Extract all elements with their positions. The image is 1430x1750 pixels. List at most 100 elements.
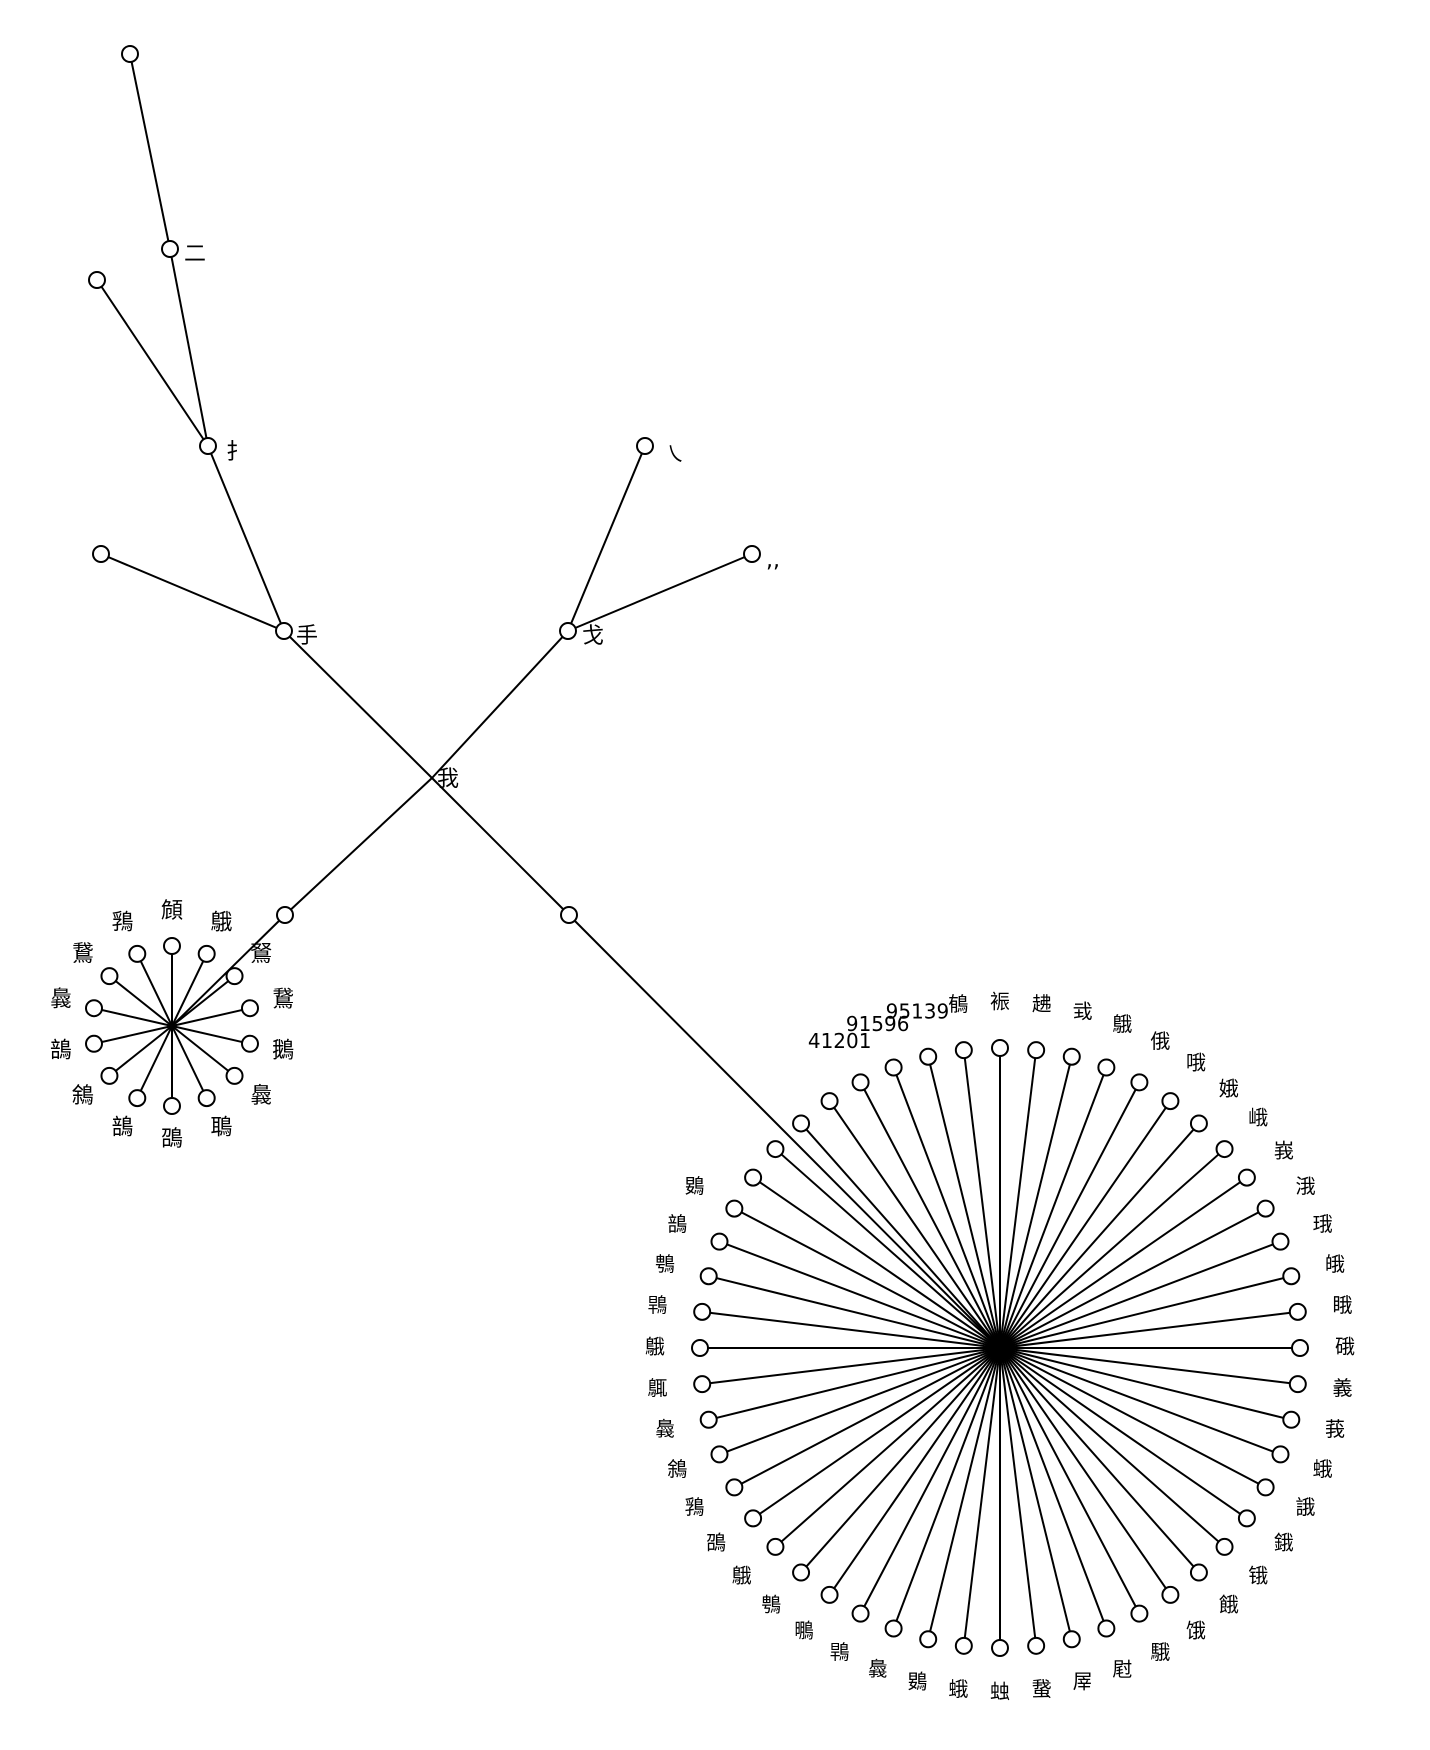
label-er: 二 xyxy=(184,242,206,267)
tree-edge xyxy=(96,279,209,447)
right-cluster-spoke xyxy=(999,1275,1292,1349)
right-cluster-leaf-node xyxy=(1256,1478,1275,1497)
right-cluster-spoke xyxy=(828,1100,1001,1349)
right-cluster-leaf-label: 睋 xyxy=(1332,1293,1352,1317)
right-cluster-spoke xyxy=(859,1347,1001,1615)
left-cluster-leaf-node xyxy=(197,944,216,963)
right-cluster-spoke xyxy=(999,1100,1172,1349)
left-cluster-leaf-node xyxy=(128,1089,147,1108)
right-cluster-leaf-label: 䳗 xyxy=(655,1417,675,1441)
right-cluster-leaf-label: 䳛 xyxy=(907,1669,927,1693)
right-cluster-spoke xyxy=(708,1275,1001,1349)
left-cluster-leaf-node xyxy=(225,1066,244,1085)
right-cluster-leaf-node xyxy=(766,1537,785,1556)
right-cluster-spoke xyxy=(999,1347,1226,1548)
node-shou xyxy=(275,622,293,640)
right-cluster-spoke xyxy=(999,1347,1292,1421)
left-cluster-leaf-label: 鵞 xyxy=(272,988,294,1013)
right-cluster-leaf-label: 95139 xyxy=(886,1000,950,1024)
tree-edge xyxy=(568,914,1001,1349)
right-cluster-leaf-node xyxy=(725,1199,744,1218)
left-cluster-leaf-label: 䳜 xyxy=(72,1084,94,1109)
right-cluster-spoke xyxy=(927,1056,1001,1349)
right-cluster-leaf-node xyxy=(1215,1537,1234,1556)
right-cluster-leaf-node xyxy=(919,1047,938,1066)
right-cluster-leaf-label: 䳂 xyxy=(706,1530,726,1554)
right-cluster-leaf-node xyxy=(991,1639,1009,1657)
right-cluster-leaf-label: 䳜 xyxy=(667,1457,687,1481)
right-cluster-leaf-node xyxy=(1288,1375,1307,1394)
right-cluster-spoke xyxy=(999,1176,1248,1349)
right-cluster-leaf-node xyxy=(1215,1140,1234,1159)
left-cluster-spoke xyxy=(171,1025,251,1045)
right-cluster-leaf-label: 䳘 xyxy=(645,1335,665,1359)
right-cluster-leaf-label: 䳟 xyxy=(794,1618,814,1642)
right-cluster-leaf-node xyxy=(1282,1267,1301,1286)
right-cluster-spoke xyxy=(999,1310,1298,1349)
right-cluster-spoke xyxy=(859,1081,1001,1349)
tree-edge xyxy=(284,777,433,916)
right-cluster-spoke xyxy=(702,1347,1001,1386)
label-ge-leaf1: ㇏ xyxy=(664,443,686,468)
left-cluster-leaf-label: 䳗 xyxy=(250,1084,272,1109)
right-cluster-spoke xyxy=(800,1122,1001,1349)
right-cluster-leaf-node xyxy=(710,1445,729,1464)
label-shou: 手 xyxy=(296,624,318,649)
tree-edge xyxy=(567,553,753,632)
right-cluster-spoke xyxy=(999,1347,1172,1596)
left-cluster-leaf-node xyxy=(163,1097,181,1115)
right-cluster-leaf-node xyxy=(1282,1410,1301,1429)
right-cluster-spoke xyxy=(752,1347,1001,1520)
left-cluster-leaf-label: 䳘 xyxy=(210,910,232,935)
right-cluster-leaf-node xyxy=(744,1509,763,1528)
left-cluster-leaf-label: 䳕 xyxy=(112,910,134,935)
right-cluster-spoke xyxy=(999,1056,1073,1349)
right-cluster-leaf-node xyxy=(919,1630,938,1649)
right-cluster-spoke xyxy=(708,1347,1001,1421)
right-cluster-leaf-label: 騀 xyxy=(1150,1640,1170,1664)
right-cluster-leaf-node xyxy=(1237,1509,1256,1528)
right-cluster-leaf-label: 義 xyxy=(1332,1376,1352,1400)
right-cluster-leaf-label: 娥 xyxy=(1219,1076,1239,1100)
right-cluster-leaf-node xyxy=(766,1140,785,1159)
right-cluster-spoke xyxy=(962,1050,1001,1349)
right-cluster-leaf-label: 㦱 xyxy=(1073,1000,1093,1024)
right-cluster-leaf-node xyxy=(792,1563,811,1582)
right-cluster-spoke xyxy=(774,1148,1001,1349)
right-cluster-leaf-label: 皒 xyxy=(1325,1252,1345,1276)
tree-edge xyxy=(431,777,570,916)
right-cluster-leaf-node xyxy=(1161,1092,1180,1111)
right-cluster-spoke xyxy=(999,1081,1141,1349)
right-cluster-spoke xyxy=(892,1067,1001,1349)
left-cluster-leaf-label: 鴑 xyxy=(250,942,272,967)
right-cluster-leaf-node xyxy=(884,1619,903,1638)
right-cluster-leaf-label: 䳘 xyxy=(1112,1012,1132,1036)
right-cluster-leaf-label: 珴 xyxy=(1313,1212,1333,1236)
right-cluster-leaf-label: 鋨 xyxy=(1274,1530,1294,1554)
tree-edge xyxy=(169,248,209,447)
label-ge-leaf2: ,, xyxy=(766,548,780,573)
node-rnode xyxy=(560,906,578,924)
root-label: 我 xyxy=(437,767,459,792)
right-cluster-spoke xyxy=(719,1240,1001,1349)
right-cluster-leaf-node xyxy=(1291,1339,1309,1357)
node-er xyxy=(161,240,179,258)
right-cluster-spoke xyxy=(800,1347,1001,1574)
right-cluster-leaf-label: 䖸 xyxy=(1032,1677,1052,1701)
right-cluster-leaf-label: 蛾 xyxy=(1313,1457,1333,1481)
right-cluster-spoke xyxy=(702,1310,1001,1349)
left-cluster-leaf-label: 頠 xyxy=(161,899,183,924)
right-cluster-spoke xyxy=(999,1050,1038,1349)
right-cluster-leaf-label: 䞞 xyxy=(1032,992,1052,1016)
right-cluster-spoke xyxy=(999,1347,1038,1646)
right-cluster-spoke xyxy=(752,1176,1001,1349)
left-cluster-leaf-node xyxy=(85,1034,104,1053)
right-cluster-leaf-label: 哦 xyxy=(1186,1051,1206,1075)
tree-edge xyxy=(431,630,569,779)
right-cluster-leaf-label: 䳖 xyxy=(648,1376,668,1400)
left-cluster-leaf-node xyxy=(163,937,181,955)
right-cluster-leaf-node xyxy=(851,1073,870,1092)
right-cluster-leaf-label: 锇 xyxy=(1248,1563,1268,1587)
left-cluster-spoke xyxy=(108,1025,173,1077)
left-cluster-spoke xyxy=(171,1025,236,1077)
